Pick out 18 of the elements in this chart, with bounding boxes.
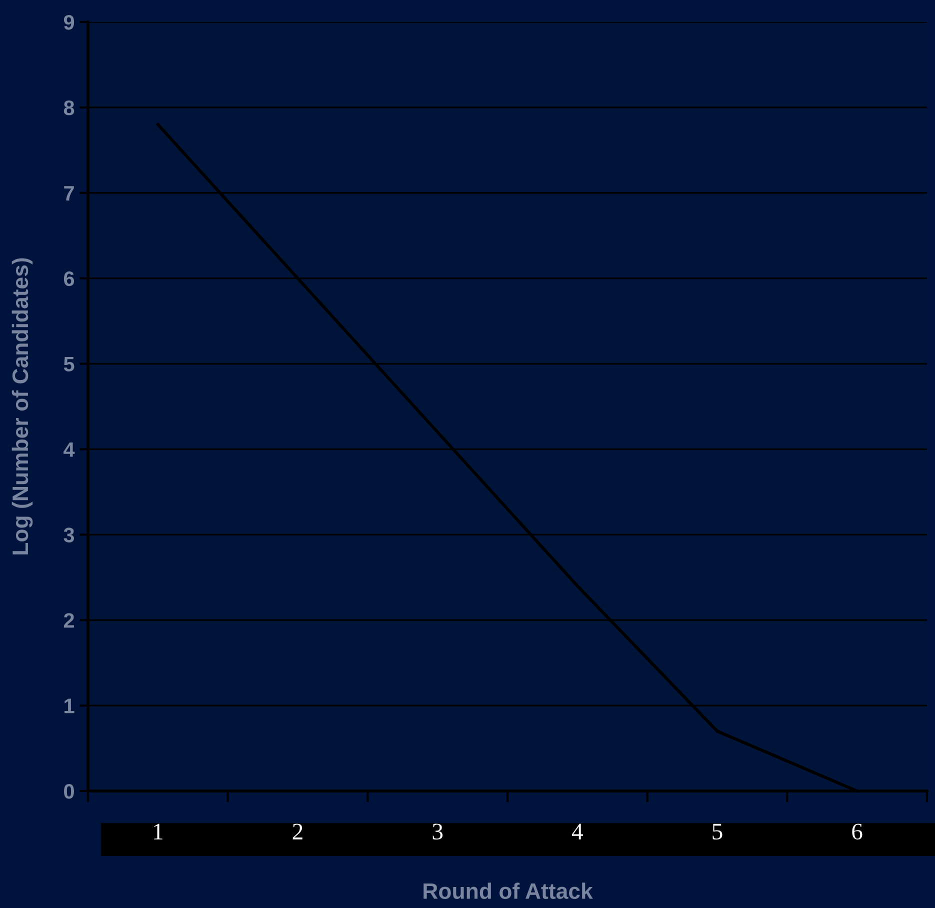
y-tick-label: 6	[64, 271, 74, 286]
y-tick-label: 4	[64, 442, 75, 457]
x-tick-label: 6	[852, 824, 862, 840]
x-tick-label: 2	[292, 824, 302, 840]
y-tick-label: 2	[64, 613, 74, 628]
y-tick-label: 0	[64, 784, 74, 799]
x-tick-label: 3	[432, 824, 443, 840]
x-axis-title: Round of Attack	[424, 882, 593, 899]
x-tick-label: 4	[572, 824, 583, 840]
y-tick-label: 3	[64, 528, 74, 542]
y-tick-label: 7	[64, 186, 74, 200]
y-tick-label: 1	[64, 698, 74, 714]
y-tick-label: 5	[64, 356, 74, 372]
x-tick-label: 1	[154, 824, 162, 840]
y-tick-label: 8	[64, 100, 74, 116]
y-axis-title: Log (Number of Candidates)	[12, 258, 33, 554]
x-tick-label: 5	[712, 824, 722, 840]
y-tick-label: 9	[64, 15, 74, 30]
